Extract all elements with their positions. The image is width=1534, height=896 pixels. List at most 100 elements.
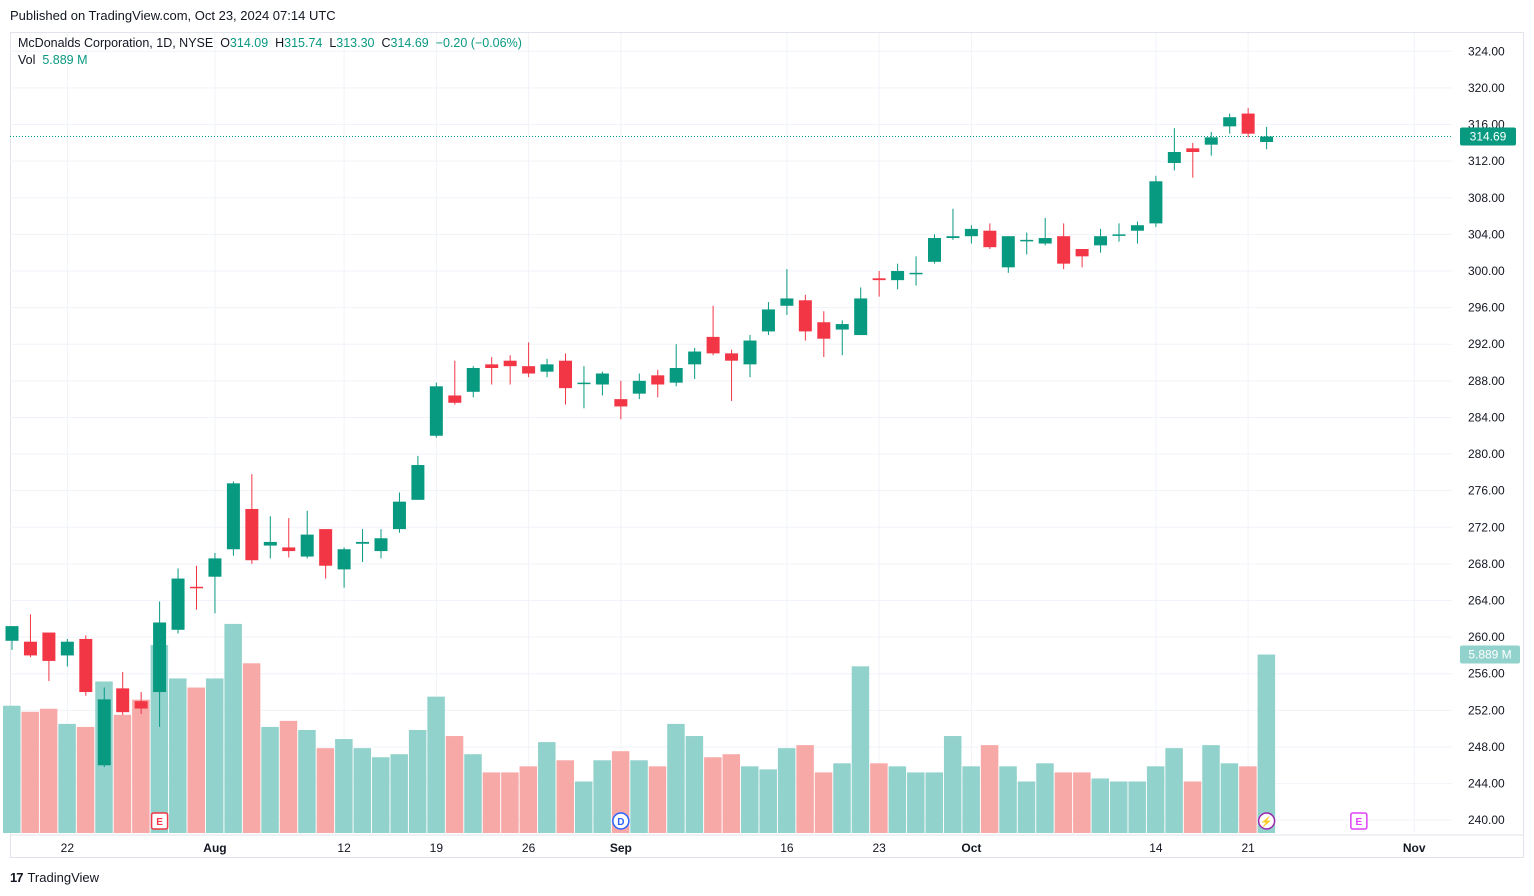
candle-body[interactable] bbox=[688, 351, 702, 365]
volume-bar bbox=[1202, 745, 1220, 833]
candle-body[interactable] bbox=[614, 399, 628, 407]
volume-bar bbox=[21, 711, 39, 833]
candle-body[interactable] bbox=[429, 386, 443, 436]
candle-body[interactable] bbox=[153, 622, 167, 693]
candle-body[interactable] bbox=[1038, 238, 1052, 244]
candle-body[interactable] bbox=[485, 364, 499, 369]
volume-bar bbox=[741, 766, 759, 833]
candle-body[interactable] bbox=[97, 699, 111, 766]
candle-body[interactable] bbox=[891, 270, 905, 281]
legend-close: 314.69 bbox=[390, 36, 429, 50]
earnings-marker-letter: E bbox=[1356, 817, 1363, 828]
candle-body[interactable] bbox=[374, 538, 388, 552]
candle-body[interactable] bbox=[190, 586, 203, 589]
tradingview-logo-icon[interactable]: 17 bbox=[10, 870, 24, 885]
footer-brand[interactable]: TradingView bbox=[27, 870, 100, 885]
last-value-markers: 314.69 5.889 M bbox=[10, 127, 1520, 664]
candle-body[interactable] bbox=[559, 360, 572, 389]
candle-body[interactable] bbox=[208, 558, 222, 577]
candle-body[interactable] bbox=[964, 228, 978, 237]
candle-body[interactable] bbox=[595, 373, 609, 385]
candle-body[interactable] bbox=[854, 298, 868, 336]
candle-body[interactable] bbox=[1260, 136, 1274, 143]
candle-body[interactable] bbox=[1057, 236, 1071, 264]
candle-body[interactable] bbox=[946, 236, 960, 239]
volume-bar bbox=[1220, 763, 1239, 833]
candle-body[interactable] bbox=[337, 549, 351, 570]
candle-body[interactable] bbox=[522, 366, 536, 374]
candle-body[interactable] bbox=[411, 465, 425, 500]
candle-body[interactable] bbox=[983, 230, 997, 248]
candle-body[interactable] bbox=[1075, 249, 1089, 257]
candle-body[interactable] bbox=[1094, 236, 1108, 246]
volume-bar bbox=[907, 772, 925, 833]
candle-body[interactable] bbox=[835, 324, 849, 330]
volume-bar bbox=[1128, 781, 1146, 833]
candle-body[interactable] bbox=[928, 238, 941, 262]
candle-body[interactable] bbox=[245, 508, 259, 561]
legend-high: 315.74 bbox=[284, 36, 323, 50]
candle-body[interactable] bbox=[1186, 148, 1200, 152]
candle-body[interactable] bbox=[798, 300, 812, 332]
last-volume-label: 5.889 M bbox=[1468, 648, 1511, 662]
candle-body[interactable] bbox=[706, 336, 720, 354]
earnings-marker-icon[interactable] bbox=[1350, 812, 1368, 830]
price-tick-label: 292.00 bbox=[1468, 337, 1505, 351]
candle-body[interactable] bbox=[872, 278, 886, 281]
candle-body[interactable] bbox=[171, 578, 185, 630]
candle-body[interactable] bbox=[909, 272, 923, 275]
candle-body[interactable] bbox=[1020, 239, 1034, 242]
candle-body[interactable] bbox=[42, 632, 56, 661]
candle-body[interactable] bbox=[356, 541, 370, 544]
legend-high-label: H bbox=[275, 36, 285, 50]
candle-body[interactable] bbox=[116, 688, 130, 713]
candle-body[interactable] bbox=[540, 364, 554, 372]
candle-body[interactable] bbox=[651, 375, 665, 385]
chart-legend: McDonalds Corporation, 1D, NYSE O314.09 … bbox=[18, 35, 522, 69]
candle-body[interactable] bbox=[1223, 117, 1237, 127]
candle-body[interactable] bbox=[1112, 234, 1126, 236]
candle-body[interactable] bbox=[319, 529, 333, 566]
candle-body[interactable] bbox=[743, 340, 757, 365]
candle-body[interactable] bbox=[448, 395, 462, 403]
volume-bar bbox=[648, 766, 667, 833]
candle-body[interactable] bbox=[23, 641, 37, 656]
earnings-marker-icon[interactable] bbox=[150, 812, 169, 830]
volume-bar bbox=[1054, 772, 1073, 833]
split-marker-icon[interactable] bbox=[1257, 812, 1276, 830]
candle-body[interactable] bbox=[503, 360, 517, 367]
candle-body[interactable] bbox=[1001, 236, 1015, 268]
candle-body[interactable] bbox=[466, 368, 480, 392]
candle-body[interactable] bbox=[817, 322, 831, 339]
candle-body[interactable] bbox=[577, 382, 591, 385]
volume-bar bbox=[833, 763, 851, 833]
candle-body[interactable] bbox=[392, 501, 406, 530]
volume-bar bbox=[1165, 748, 1183, 833]
candle-body[interactable] bbox=[60, 641, 74, 656]
dividend-marker-icon[interactable] bbox=[612, 812, 630, 830]
candle-body[interactable] bbox=[1204, 137, 1218, 145]
candle-body[interactable] bbox=[300, 534, 314, 557]
candle-body[interactable] bbox=[282, 547, 296, 552]
candle-body[interactable] bbox=[1167, 151, 1181, 163]
time-tick-label: Nov bbox=[1403, 841, 1426, 855]
candle-body[interactable] bbox=[134, 701, 148, 709]
candle-body[interactable] bbox=[780, 298, 794, 306]
candle-body[interactable] bbox=[1241, 113, 1255, 134]
candle-body[interactable] bbox=[79, 638, 93, 693]
candle-body[interactable] bbox=[1130, 225, 1144, 231]
candle-body[interactable] bbox=[761, 309, 775, 332]
volume-bar bbox=[224, 623, 242, 833]
volume-bar bbox=[574, 781, 593, 833]
candle-body[interactable] bbox=[669, 368, 683, 383]
price-tick-label: 308.00 bbox=[1468, 191, 1505, 205]
candle-body[interactable] bbox=[226, 483, 240, 550]
candle-body[interactable] bbox=[263, 541, 277, 546]
last-price-badge bbox=[1460, 127, 1516, 146]
price-tick-label: 312.00 bbox=[1468, 154, 1505, 168]
candle-body[interactable] bbox=[725, 353, 739, 361]
candle-body[interactable] bbox=[632, 380, 646, 394]
candle-body[interactable] bbox=[1149, 181, 1163, 224]
candle-body[interactable] bbox=[5, 626, 19, 641]
